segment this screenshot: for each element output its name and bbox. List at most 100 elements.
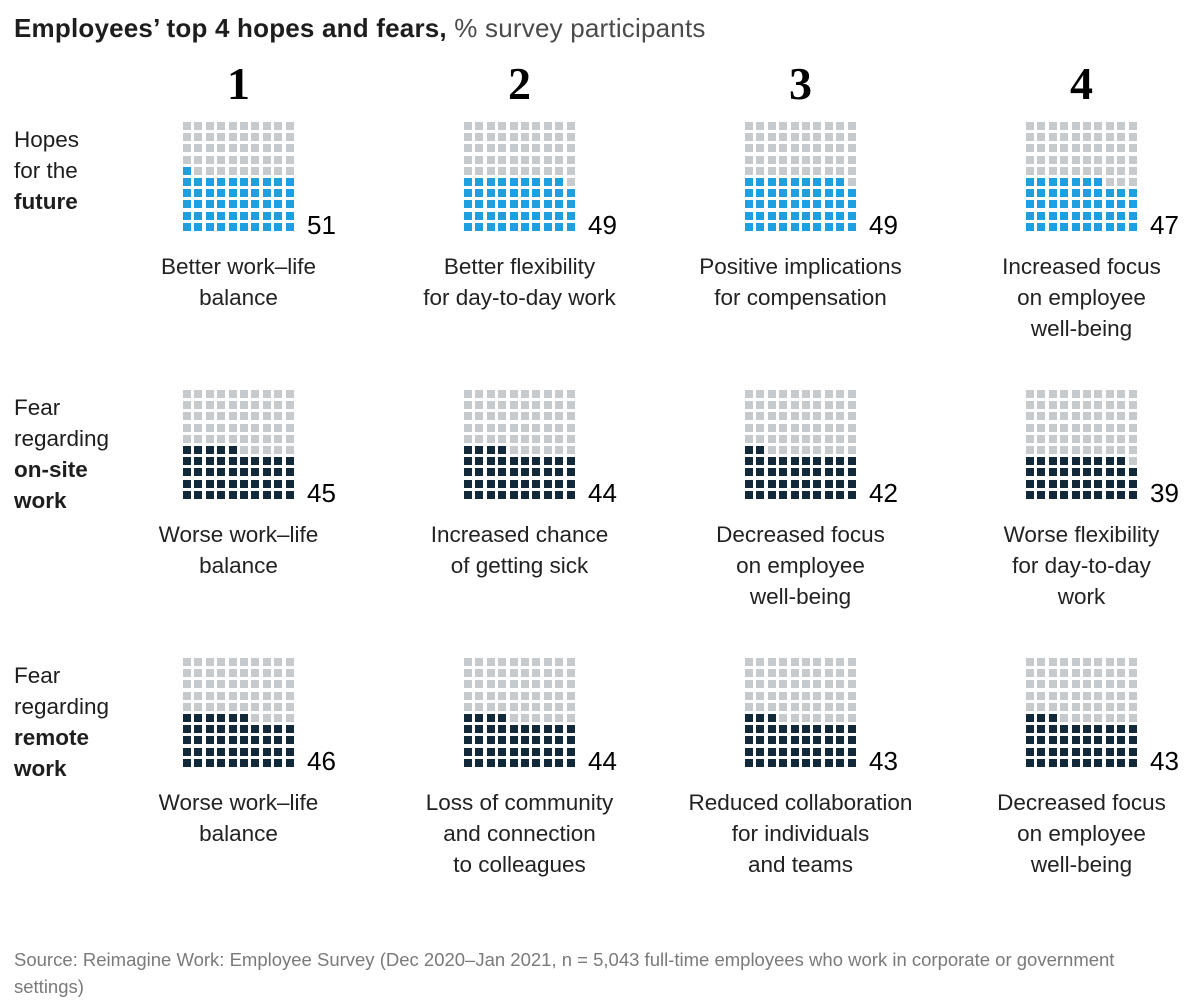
waffle-cell (239, 758, 248, 767)
waffle-cell (1082, 144, 1091, 153)
waffle-cell (543, 189, 552, 198)
waffle-cell (262, 457, 271, 466)
waffle-cell (813, 691, 822, 700)
waffle-cell (767, 680, 776, 689)
chart-label: Decreased focus on employee well-being (941, 787, 1200, 880)
chart-label-line: balance (199, 284, 278, 310)
waffle-cell (520, 702, 529, 711)
waffle-cell (566, 725, 575, 734)
waffle-cell (836, 691, 845, 700)
waffle-cell (847, 736, 856, 745)
waffle-cell (228, 702, 237, 711)
waffle-cell (183, 200, 191, 209)
chart-label-line: Decreased focus (997, 789, 1166, 815)
waffle-cell (779, 669, 788, 678)
waffle-cell (1026, 211, 1034, 220)
waffle-cell (847, 747, 856, 756)
waffle-cell (251, 669, 260, 678)
waffle-cell (274, 423, 283, 432)
waffle-cell (1094, 133, 1103, 142)
waffle-cell (1128, 177, 1137, 186)
chart-value: 49 (588, 209, 617, 240)
waffle-cell (274, 490, 283, 499)
waffle-cell (801, 390, 810, 398)
waffle-cell (239, 122, 248, 130)
waffle-cell (1094, 155, 1103, 164)
waffle-cell (464, 133, 472, 142)
waffle-cell (745, 702, 753, 711)
chart-label-line: Better work–life (160, 253, 317, 279)
chart-label-line: Loss of community (425, 789, 614, 815)
waffle-cell (532, 479, 541, 488)
waffle-cell (475, 747, 484, 756)
waffle-cell (801, 166, 810, 175)
waffle-cell (813, 758, 822, 767)
waffle-cell (520, 736, 529, 745)
waffle-cell (1117, 479, 1126, 488)
waffle-cell (274, 155, 283, 164)
waffle-cell (183, 457, 191, 466)
waffle-cell (464, 222, 472, 231)
waffle-cell (475, 457, 484, 466)
chart-label-line: and teams (747, 851, 854, 877)
waffle-cell (1048, 401, 1057, 410)
chart-label: Reduced collaboration for individuals and … (660, 787, 941, 880)
chart-cell-r2-c4: 39 Worse flexibility for day-to-day work (941, 390, 1200, 656)
waffle-cell (285, 401, 294, 410)
waffle-cell (767, 412, 776, 421)
waffle-cell (509, 713, 518, 722)
waffle-cell (745, 680, 753, 689)
waffle-cell (228, 189, 237, 198)
waffle-cell (543, 457, 552, 466)
waffle-cell (532, 468, 541, 477)
waffle-cell (543, 725, 552, 734)
waffle-cell (464, 155, 472, 164)
waffle-cell (183, 122, 191, 130)
waffle-cell (239, 669, 248, 678)
waffle-cell (520, 658, 529, 666)
waffle-cell (1094, 747, 1103, 756)
chart-value: 47 (1150, 209, 1179, 240)
waffle-cell (464, 122, 472, 130)
waffle-cell (824, 725, 833, 734)
waffle-cell (183, 669, 191, 678)
waffle-cell (1128, 423, 1137, 432)
waffle-cell (566, 412, 575, 421)
waffle-cell (486, 702, 495, 711)
waffle-cell (509, 390, 518, 398)
waffle-cell (756, 144, 765, 153)
waffle-cell (217, 133, 226, 142)
waffle-cell (1082, 200, 1091, 209)
waffle-cell (566, 490, 575, 499)
waffle-cell (464, 445, 472, 454)
waffle-cell (274, 713, 283, 722)
waffle-cell (1060, 702, 1069, 711)
waffle-cell (756, 669, 765, 678)
waffle-cell (836, 144, 845, 153)
waffle-cell (217, 445, 226, 454)
waffle-cell (836, 122, 845, 130)
waffle-cell (756, 189, 765, 198)
waffle-cell (532, 736, 541, 745)
waffle-cell (532, 122, 541, 130)
waffle-cell (813, 490, 822, 499)
waffle-cell (790, 144, 799, 153)
waffle-cell (1026, 200, 1034, 209)
waffle-cell (475, 390, 484, 398)
waffle-cell (779, 423, 788, 432)
waffle-cell (767, 736, 776, 745)
waffle-cell (555, 200, 564, 209)
waffle-cell (1037, 144, 1046, 153)
waffle-wrap: 43 (1026, 658, 1179, 774)
waffle-chart (1026, 390, 1137, 499)
waffle-cell (1071, 758, 1080, 767)
waffle-cell (532, 758, 541, 767)
waffle-cell (486, 434, 495, 443)
waffle-cell (1071, 390, 1080, 398)
waffle-cell (1082, 166, 1091, 175)
waffle-cell (217, 144, 226, 153)
waffle-cell (790, 122, 799, 130)
waffle-cell (475, 423, 484, 432)
waffle-cell (217, 758, 226, 767)
waffle-cell (194, 468, 203, 477)
